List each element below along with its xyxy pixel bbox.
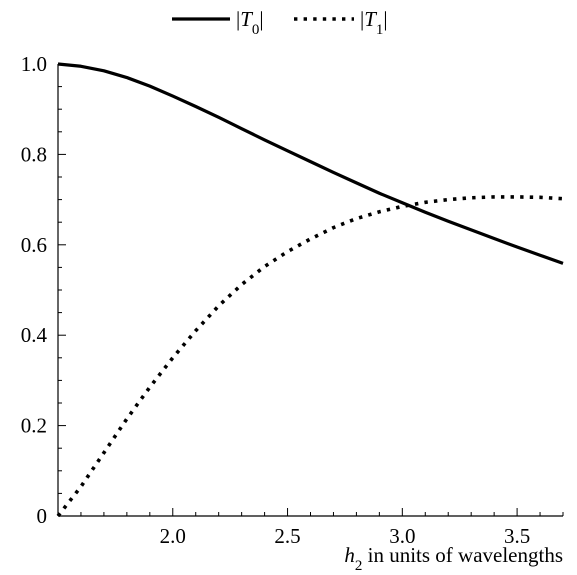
x-tick-label: 2.0	[160, 524, 186, 548]
x-tick-label: 3.5	[504, 524, 530, 548]
series-layer	[56, 62, 564, 518]
x-tick-label: 2.5	[274, 524, 300, 548]
y-tick-label: 0.8	[21, 142, 47, 166]
y-tick-label: 1.0	[21, 52, 47, 76]
series-line-1	[56, 195, 564, 518]
x-axis-label: h2 in units of wavelengths	[344, 543, 563, 574]
legend-label-1: |T1|	[360, 7, 388, 38]
legend-label-0: |T0|	[236, 7, 264, 38]
legend: |T0| |T1|	[172, 7, 388, 38]
y-tick-label: 0.2	[21, 414, 47, 438]
axes	[57, 63, 564, 517]
y-tick-label: 0.4	[21, 323, 48, 347]
series-line-0	[57, 62, 564, 265]
y-tick-label: 0	[37, 504, 48, 528]
x-tick-label: 3.0	[389, 524, 415, 548]
y-tick-label: 0.6	[21, 233, 47, 257]
tick-labels: 2.0 2.5 3.0 3.5 0 0.2 0.4 0.6 0.8 1.0	[21, 52, 530, 548]
